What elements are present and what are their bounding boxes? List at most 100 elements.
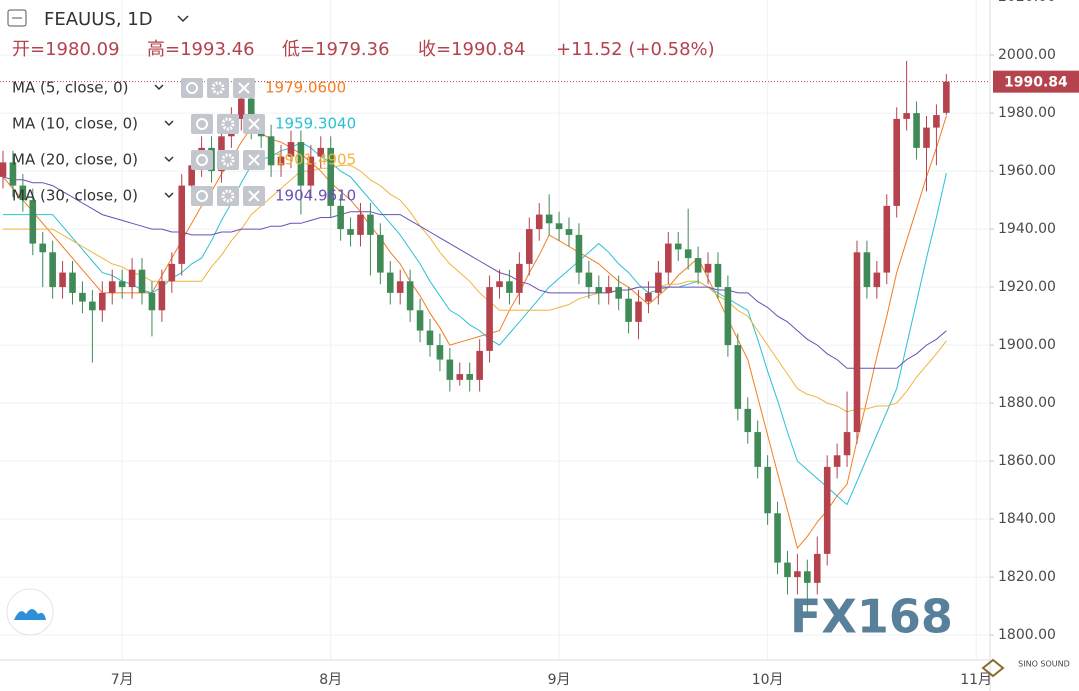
candle-body xyxy=(823,466,831,554)
candle-body xyxy=(933,115,940,128)
legend-chevron[interactable] xyxy=(164,156,174,163)
candle-body xyxy=(39,243,47,253)
candle-body xyxy=(794,571,801,578)
candle-body xyxy=(863,252,871,288)
candle-body xyxy=(307,156,315,186)
candle-body xyxy=(436,345,444,360)
symbol-chevron[interactable] xyxy=(177,15,189,23)
candle-body xyxy=(883,205,891,273)
candle-body xyxy=(525,229,533,264)
candle-body xyxy=(833,455,841,467)
y-tick-label: 1800.00 xyxy=(998,627,1056,643)
candle-body xyxy=(466,374,474,380)
gear-icon xyxy=(221,117,235,131)
legend-value: 1959.3040 xyxy=(275,115,356,133)
candle-body xyxy=(744,408,752,433)
x-tick-label: 10月 xyxy=(752,672,784,688)
legend-eye-button[interactable] xyxy=(181,78,203,98)
quote-item: +11.52 (+0.58%) xyxy=(556,39,715,60)
candle-body xyxy=(655,272,662,293)
candle-body xyxy=(674,243,682,250)
candle-body xyxy=(893,118,900,206)
legend-gear-button[interactable] xyxy=(217,150,239,170)
legend-name[interactable]: MA (20, close, 0) xyxy=(12,151,138,169)
legend-name[interactable]: MA (30, close, 0) xyxy=(12,187,138,205)
candle-body xyxy=(49,252,56,288)
symbol[interactable]: FEAUUS, 1D xyxy=(44,9,153,30)
candle-body xyxy=(784,562,791,578)
candle-body xyxy=(59,272,66,288)
close-icon xyxy=(238,82,250,94)
candle-body xyxy=(238,98,245,119)
legend-chevron[interactable] xyxy=(164,120,174,127)
candle-body xyxy=(277,156,285,166)
candle-body xyxy=(565,229,573,235)
legend-eye-button[interactable] xyxy=(191,150,213,170)
candle-body xyxy=(287,142,295,157)
eye-icon xyxy=(196,154,208,166)
legend-chevron[interactable] xyxy=(154,84,164,91)
candle-body xyxy=(605,287,613,293)
y-tick-label: 1960.00 xyxy=(998,163,1056,179)
y-tick-label: 1820.00 xyxy=(998,569,1056,585)
candle-body xyxy=(496,281,503,288)
ma-line xyxy=(2,176,947,369)
candle-body xyxy=(158,281,166,311)
legend-value: 1979.0600 xyxy=(265,79,346,97)
candle-body xyxy=(764,466,771,514)
candle-body xyxy=(347,229,354,235)
candle-body xyxy=(29,200,37,244)
candle-body xyxy=(89,301,96,311)
candle-body xyxy=(148,292,156,311)
legend-name[interactable]: MA (10, close, 0) xyxy=(12,115,138,133)
candle-body xyxy=(9,162,17,186)
candle-body xyxy=(645,292,652,302)
legend-name[interactable]: MA (5, close, 0) xyxy=(12,79,128,97)
candle-body xyxy=(327,147,334,206)
candle-body xyxy=(714,263,722,288)
candle-body xyxy=(79,292,86,302)
eye-icon xyxy=(186,82,198,94)
grid xyxy=(0,0,990,660)
last-price-label: 1990.84 xyxy=(1004,75,1068,91)
gear-icon xyxy=(221,153,235,167)
y-tick-label: 1840.00 xyxy=(998,511,1056,527)
collapse-button[interactable] xyxy=(7,9,27,27)
legend-chevron[interactable] xyxy=(164,192,174,199)
candle-body xyxy=(516,263,523,293)
candle-body xyxy=(694,258,702,273)
watermark: FX168 xyxy=(790,590,953,644)
candle-body xyxy=(168,263,176,282)
y-tick-label: 1860.00 xyxy=(998,453,1056,469)
legend-gear-button[interactable] xyxy=(217,186,239,206)
ma-line xyxy=(2,115,947,550)
quote-item: 高=1993.46 xyxy=(147,39,255,60)
candle-body xyxy=(615,287,622,299)
quote-item: 开=1980.09 xyxy=(12,39,120,60)
candle-body xyxy=(0,162,7,177)
candle-body xyxy=(416,310,424,331)
candle-body xyxy=(595,287,603,293)
x-tick-label: 9月 xyxy=(548,672,571,688)
y-tick-label: 2000.00 xyxy=(998,47,1056,63)
candle-body xyxy=(247,98,255,128)
candle-body xyxy=(337,205,344,230)
candle-body xyxy=(386,272,394,293)
legend-eye-button[interactable] xyxy=(191,186,213,206)
legend-eye-button[interactable] xyxy=(191,114,213,134)
eye-icon xyxy=(196,118,208,130)
candle-body xyxy=(446,359,454,380)
candle-body xyxy=(506,281,513,293)
quote-item: 低=1979.36 xyxy=(282,39,390,60)
candle-body xyxy=(734,345,742,409)
close-icon xyxy=(248,154,260,166)
legend-gear-button[interactable] xyxy=(207,78,229,98)
legend-gear-button[interactable] xyxy=(217,114,239,134)
candle-body xyxy=(575,234,583,273)
candle-body xyxy=(625,298,632,322)
candle-body xyxy=(138,269,146,293)
candle-body xyxy=(456,374,464,380)
candle-body xyxy=(585,272,593,288)
